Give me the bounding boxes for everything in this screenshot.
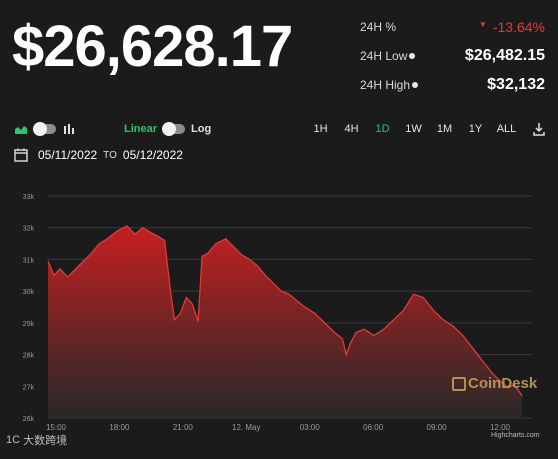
price-block: $26,628.17 bbox=[12, 14, 293, 79]
stat-row-24h-change: 24H % ▼ -13.64% bbox=[360, 12, 545, 41]
range-1m-button[interactable]: 1M bbox=[436, 123, 453, 135]
change-value: -13.64% bbox=[492, 18, 545, 35]
scale-toggle[interactable] bbox=[162, 122, 186, 136]
y-tick-label: 27k bbox=[23, 384, 35, 391]
date-to-label: TO bbox=[103, 149, 117, 161]
x-tick-label: 15:00 bbox=[46, 423, 67, 432]
price-chart-svg[interactable]: 33k 32k 31k 30k 29k 28k 27k 26k 15:00 18:00 21:00 1… bbox=[0, 182, 558, 454]
x-tick-label: 12. May bbox=[232, 423, 260, 432]
stat-row-24h-low: 24H Low $26,482.15 bbox=[360, 41, 545, 70]
low-value: $26,482.15 bbox=[464, 46, 545, 64]
x-tick-label: 06:00 bbox=[363, 423, 384, 432]
y-tick-label: 33k bbox=[23, 194, 35, 201]
date-range[interactable]: 05/11/2022 TO 05/12/2022 bbox=[14, 148, 183, 162]
chart-toolbar: Linear Log 1H 4H 1D 1W 1M 1Y ALL bbox=[14, 118, 546, 140]
stats-panel: 24H % ▼ -13.64% 24H Low $26,482.15 24H H… bbox=[360, 12, 545, 99]
candlestick-icon[interactable] bbox=[62, 123, 76, 135]
x-tick-label: 09:00 bbox=[427, 423, 448, 432]
x-tick-label: 12:00 bbox=[490, 423, 511, 432]
x-tick-label: 18:00 bbox=[109, 423, 130, 432]
corner-watermark-text: 大数跨境 bbox=[23, 435, 68, 447]
y-tick-label: 26k bbox=[23, 416, 35, 423]
download-icon[interactable] bbox=[532, 122, 546, 136]
current-price: $26,628.17 bbox=[12, 14, 293, 79]
coindesk-logo-icon bbox=[452, 376, 466, 391]
stat-label-text: 24H Low bbox=[360, 48, 408, 63]
y-tick-label: 29k bbox=[23, 321, 35, 328]
price-line[interactable] bbox=[47, 225, 523, 397]
toggle-knob bbox=[162, 122, 177, 136]
corner-watermark: 1C 大数跨境 bbox=[6, 432, 67, 448]
range-1y-button[interactable]: 1Y bbox=[468, 123, 483, 135]
price-area[interactable] bbox=[48, 226, 523, 418]
chart-type-toggle[interactable] bbox=[33, 122, 56, 136]
stat-label: 24H % bbox=[360, 20, 396, 34]
x-tick-label: 21:00 bbox=[173, 423, 194, 432]
coindesk-watermark: CoinDesk bbox=[452, 375, 537, 392]
date-from[interactable]: 05/11/2022 bbox=[38, 148, 98, 162]
y-tick-label: 31k bbox=[23, 257, 35, 264]
range-4h-button[interactable]: 4H bbox=[344, 123, 359, 135]
y-tick-label: 32k bbox=[23, 226, 35, 233]
stat-label: 24H Low bbox=[360, 48, 416, 63]
stat-label: 24H High bbox=[360, 77, 419, 92]
toggle-knob bbox=[33, 122, 47, 136]
info-icon[interactable] bbox=[409, 52, 416, 59]
calendar-icon[interactable] bbox=[14, 148, 28, 162]
down-triangle-icon: ▼ bbox=[478, 19, 487, 29]
stat-row-24h-high: 24H High $32,132 bbox=[360, 70, 545, 99]
y-tick-label: 28k bbox=[23, 353, 35, 360]
corner-watermark-prefix: 1C bbox=[6, 434, 21, 446]
highcharts-credit[interactable]: Highcharts.com bbox=[491, 432, 540, 439]
linear-scale-label[interactable]: Linear bbox=[124, 123, 158, 135]
stat-label-text: 24H % bbox=[360, 19, 397, 34]
high-value: $32,132 bbox=[487, 75, 545, 93]
y-tick-label: 30k bbox=[23, 289, 35, 296]
area-chart-icon[interactable] bbox=[14, 123, 28, 135]
range-all-button[interactable]: ALL bbox=[496, 123, 517, 135]
stat-value-change: ▼ -13.64% bbox=[479, 19, 545, 35]
log-scale-label[interactable]: Log bbox=[191, 123, 212, 135]
range-1w-button[interactable]: 1W bbox=[405, 123, 422, 135]
info-icon[interactable] bbox=[412, 81, 419, 88]
range-selector: 1H 4H 1D 1W 1M 1Y ALL bbox=[305, 123, 522, 135]
range-1d-button[interactable]: 1D bbox=[375, 123, 390, 135]
price-chart[interactable]: 33k 32k 31k 30k 29k 28k 27k 26k 15:00 18:00 21:00 1… bbox=[0, 182, 558, 454]
coindesk-brand-text: CoinDesk bbox=[468, 375, 538, 392]
stat-label-text: 24H High bbox=[360, 77, 411, 92]
x-tick-label: 03:00 bbox=[300, 423, 321, 432]
date-to[interactable]: 05/12/2022 bbox=[122, 148, 183, 162]
range-1h-button[interactable]: 1H bbox=[313, 123, 328, 135]
